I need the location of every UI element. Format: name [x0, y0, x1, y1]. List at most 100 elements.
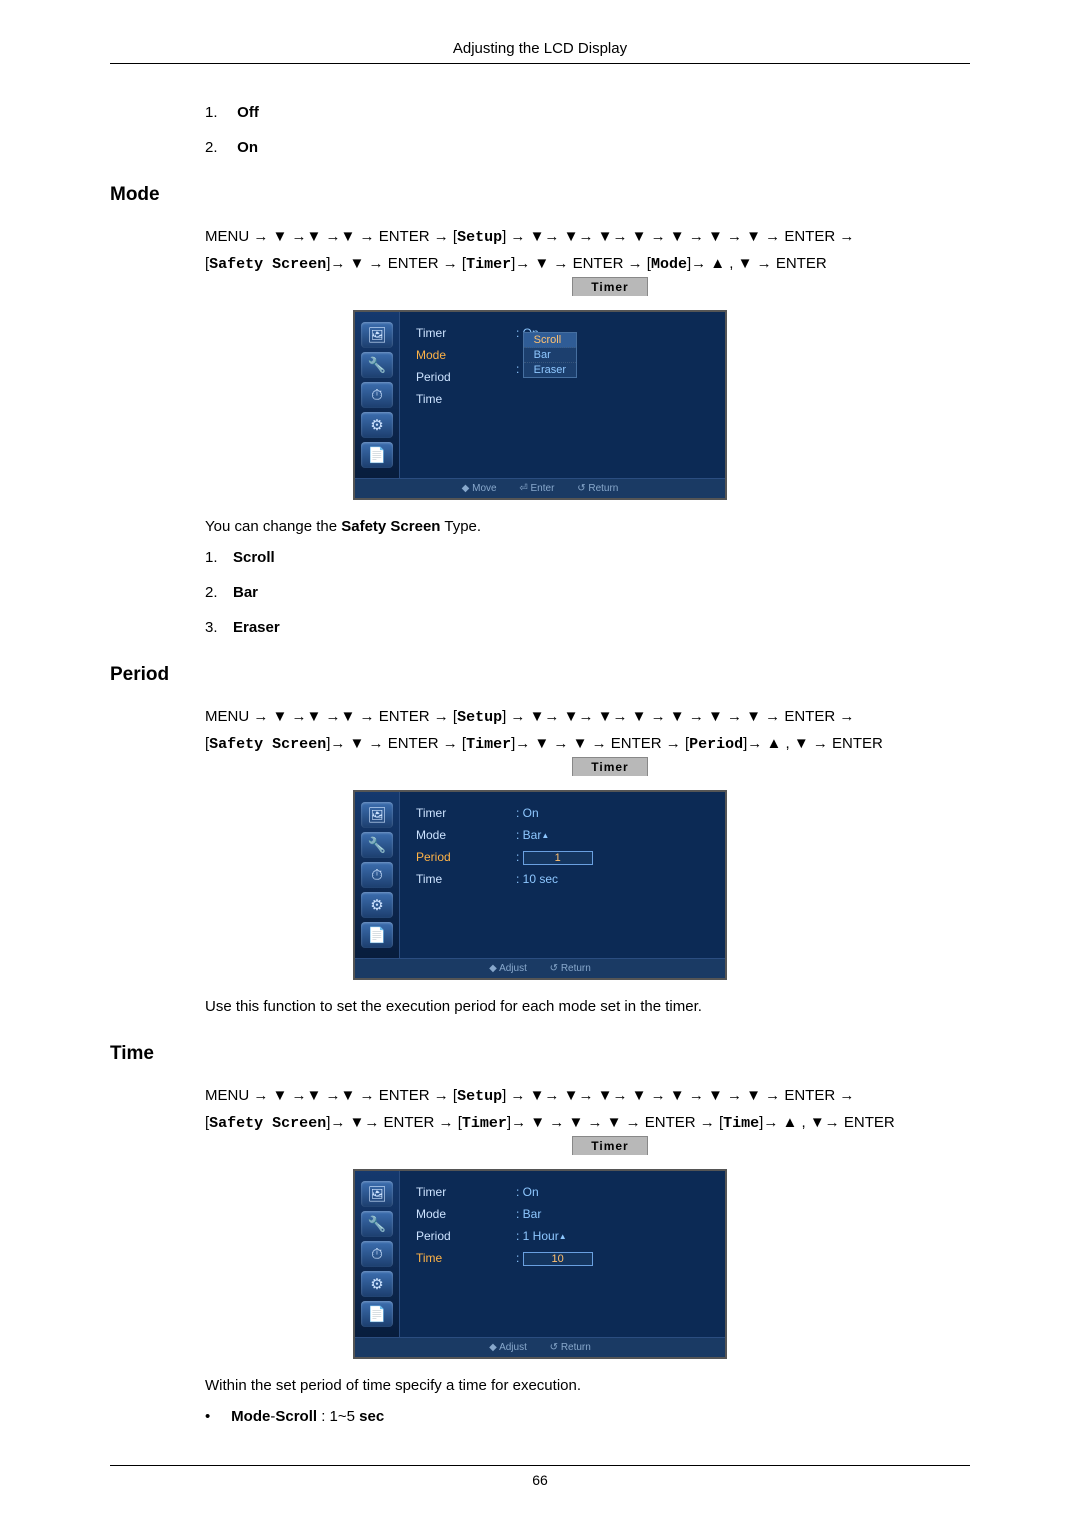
page-header: Adjusting the LCD Display [110, 40, 970, 64]
section-title-time: Time [110, 1043, 970, 1065]
item-label: Off [237, 104, 259, 121]
nav-path-time: MENU → ▼ →▼ →▼ → ENTER → [Setup] → ▼→ ▼→… [205, 1083, 970, 1136]
osd-row-label: Mode [416, 348, 516, 362]
nav-lcd: Setup [457, 709, 502, 726]
up-arrow-icon: ▲ [559, 1232, 567, 1241]
body-text-mode: You can change the Safety Screen Type. [205, 518, 970, 535]
item-label: Scroll [233, 549, 275, 566]
nav-text: ]→ ▼ → ENTER → [ [326, 735, 466, 752]
osd-row-label: Period [416, 850, 516, 864]
osd-row-label: Timer [416, 326, 516, 340]
osd-icon: ⚙ [361, 412, 393, 438]
osd-icon: 📄 [361, 922, 393, 948]
nav-text: ]→ ▼ → ▼ → ENTER → [ [511, 735, 689, 752]
osd-icon: 📄 [361, 442, 393, 468]
nav-path-mode: MENU → ▼ →▼ →▼ → ENTER → [Setup] → ▼→ ▼→… [205, 224, 970, 277]
osd-footer-hint: ↺ Return [550, 1342, 591, 1353]
osd-icon: ⏱ [361, 1241, 393, 1267]
item-number: 1. [205, 104, 233, 121]
nav-text: ]→ ▼ → ▼ → ▼ → ENTER → [ [507, 1114, 723, 1131]
list-item: 1. Off [205, 104, 970, 121]
osd-footer: ◆ Adjust ↺ Return [355, 958, 725, 978]
nav-text: MENU → ▼ →▼ →▼ → ENTER → [ [205, 228, 457, 245]
item-label: On [237, 139, 258, 156]
nav-text: ]→ ▼→ ENTER → [ [326, 1114, 462, 1131]
osd-selection-box: 10 [523, 1252, 593, 1266]
osd-screenshot-mode: Timer 🖼 🔧 ⏱ ⚙ 📄 Timer: On Mode : Scroll … [110, 277, 970, 500]
osd-row-value: : 10 sec [516, 872, 558, 886]
osd-row-value: : On [516, 806, 539, 820]
osd-row-label: Mode [416, 1207, 516, 1221]
nav-text: MENU → ▼ →▼ →▼ → ENTER → [ [205, 708, 457, 725]
nav-text: ]→ ▲ , ▼ → ENTER [687, 255, 827, 272]
nav-lcd: Setup [457, 229, 502, 246]
nav-text: MENU → ▼ →▼ →▼ → ENTER → [ [205, 1087, 457, 1104]
nav-lcd: Timer [466, 256, 511, 273]
osd-title: Timer [572, 757, 647, 776]
page-footer: 66 [110, 1465, 970, 1488]
up-arrow-icon: ▲ [541, 831, 549, 840]
osd-row-label: Period [416, 1229, 516, 1243]
osd-icon: ⚙ [361, 1271, 393, 1297]
osd-screenshot-time: Timer 🖼 🔧 ⏱ ⚙ 📄 Timer: On Mode: Bar Peri… [110, 1136, 970, 1359]
osd-icon-column: 🖼 🔧 ⏱ ⚙ 📄 [355, 792, 400, 958]
osd-row-value: : 1 Hour [516, 1229, 559, 1243]
item-number: 2. [205, 584, 233, 601]
body-text-time: Within the set period of time specify a … [205, 1377, 970, 1394]
nav-text: ]→ ▼ → ENTER → [ [326, 255, 466, 272]
osd-footer-hint: ◆ Move [462, 483, 497, 494]
osd-icon: ⏱ [361, 862, 393, 888]
osd-row-value: : Bar [516, 1207, 541, 1221]
osd-row-value: : On [516, 1185, 539, 1199]
list-item: 2.Bar [205, 584, 970, 601]
bullet-text: : 1~5 [317, 1408, 359, 1425]
nav-lcd: Time [723, 1115, 759, 1132]
item-number: 1. [205, 549, 233, 566]
osd-icon: 🖼 [361, 802, 393, 828]
osd-selection-box: 1 [523, 851, 593, 865]
nav-lcd: Period [689, 736, 743, 753]
osd-icon: 🖼 [361, 1181, 393, 1207]
osd-footer-hint: ◆ Adjust [489, 1342, 527, 1353]
list-item: 1.Scroll [205, 549, 970, 566]
osd-dropdown-item: Bar [524, 348, 576, 363]
osd-dropdown-item: Scroll [524, 333, 576, 348]
osd-footer: ◆ Adjust ↺ Return [355, 1337, 725, 1357]
nav-text: ]→ ▲ , ▼→ ENTER [759, 1114, 895, 1131]
osd-footer-hint: ↺ Return [550, 963, 591, 974]
nav-text: ]→ ▼ → ENTER → [ [511, 255, 651, 272]
list-item: 3.Eraser [205, 619, 970, 636]
nav-path-period: MENU → ▼ →▼ →▼ → ENTER → [Setup] → ▼→ ▼→… [205, 704, 970, 757]
bullet-bold: Mode [231, 1408, 270, 1425]
section-title-period: Period [110, 664, 970, 686]
bullet-mode-scroll: Mode-Scroll : 1~5 sec [205, 1408, 970, 1425]
osd-icon: 🖼 [361, 322, 393, 348]
osd-row-label: Time [416, 1251, 516, 1265]
bullet-bold: Scroll [275, 1408, 317, 1425]
nav-lcd: Timer [466, 736, 511, 753]
osd-footer: ◆ Move ⏎ Enter ↺ Return [355, 478, 725, 498]
list-item: 2. On [205, 139, 970, 156]
osd-dropdown: Scroll Bar Eraser [523, 332, 577, 378]
intro-list: 1. Off 2. On [205, 104, 970, 156]
osd-row-label: Timer [416, 806, 516, 820]
osd-row-label: Timer [416, 1185, 516, 1199]
osd-row-label: Period [416, 370, 516, 384]
osd-icon-column: 🖼 🔧 ⏱ ⚙ 📄 [355, 312, 400, 478]
bold-term: Safety Screen [341, 518, 440, 535]
osd-icon: ⚙ [361, 892, 393, 918]
nav-lcd: Timer [462, 1115, 507, 1132]
osd-row-label: Time [416, 392, 516, 406]
osd-row-value: : Bar [516, 828, 541, 842]
osd-dropdown-item: Eraser [524, 363, 576, 377]
item-label: Bar [233, 584, 258, 601]
osd-icon: 🔧 [361, 1211, 393, 1237]
nav-lcd: Safety Screen [209, 736, 326, 753]
nav-lcd: Safety Screen [209, 1115, 326, 1132]
bullet-bold: sec [359, 1408, 384, 1425]
item-label: Eraser [233, 619, 280, 636]
item-number: 2. [205, 139, 233, 156]
osd-icon: 🔧 [361, 832, 393, 858]
body-text-period: Use this function to set the execution p… [205, 998, 970, 1015]
osd-screenshot-period: Timer 🖼 🔧 ⏱ ⚙ 📄 Timer: On Mode: Bar▲ Per… [110, 757, 970, 980]
